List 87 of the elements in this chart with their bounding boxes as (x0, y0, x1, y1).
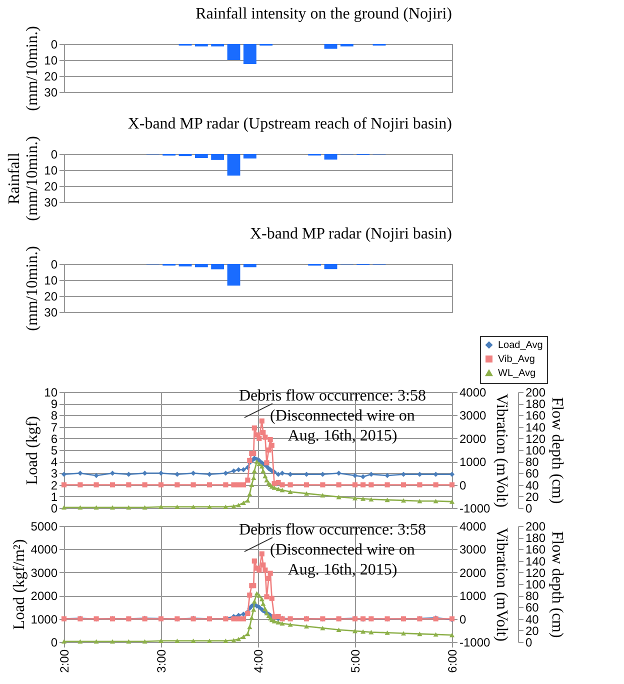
y-tick-label: 0 (50, 38, 58, 52)
y-tick-label: 20 (44, 290, 58, 304)
x-tick-label: 6:00 (446, 649, 460, 673)
y-axis-title: (mm/10min.) (24, 246, 42, 331)
x-tick-label: 4:00 (252, 649, 266, 673)
y2-tick-label: 0 (460, 478, 466, 492)
y3-tick-label: 0 (526, 636, 532, 650)
y3-tick-label: 180 (526, 397, 546, 412)
y3-tick-label: 20 (526, 490, 540, 504)
x-tick-label: 5:00 (348, 649, 362, 673)
y-tick-label: 9 (50, 397, 58, 412)
y-tick-label: 8 (50, 408, 58, 423)
y-tick-label: 0 (50, 148, 58, 162)
y-tick-label: 4000 (30, 542, 58, 557)
y3-tick-label: 140 (526, 554, 546, 568)
y3-tick-label: 100 (526, 444, 546, 458)
y2-tick-label: 2000 (460, 566, 487, 580)
y-axis-title: Load (kgf/m²) (10, 539, 28, 630)
y2-axis-title: Vibration (mVolt) (493, 528, 510, 642)
y3-tick-label: 40 (526, 612, 540, 626)
y3-tick-label: 200 (526, 520, 546, 534)
y-tick-label: 0 (50, 502, 58, 516)
y-tick-label: 5 (50, 444, 58, 458)
y-tick-label: 10 (44, 54, 58, 68)
y3-tick-label: 180 (526, 531, 546, 546)
y2-tick-label: -1000 (460, 502, 491, 516)
y3-tick-label: 100 (526, 578, 546, 592)
y3-axis-title: Flow depth (cm) (548, 531, 566, 638)
y3-tick-label: 140 (526, 420, 546, 434)
y3-tick-label: 20 (526, 624, 540, 638)
y-axis-title: Rainfall (mm/10min.) (6, 136, 42, 221)
y-tick-label: 30 (44, 196, 58, 210)
annotation: Debris flow occurrence: 3:58 (238, 522, 426, 539)
y2-tick-label: 1000 (460, 589, 487, 604)
y2-tick-label: 3000 (460, 542, 487, 557)
y3-tick-label: 80 (526, 589, 540, 604)
legend-label: Load_Avg (498, 340, 543, 351)
y2-tick-label: 1000 (460, 455, 487, 470)
y3-axis-title: Flow depth (cm) (548, 397, 566, 504)
y3-tick-label: 60 (526, 466, 540, 481)
y-tick-label: 6 (50, 432, 58, 446)
chart-title: X-band MP radar (Upstream reach of Nojiri basin) (128, 116, 452, 133)
y-tick-label: 10 (44, 164, 58, 178)
y3-tick-label: 80 (526, 455, 540, 470)
y2-tick-label: 4000 (460, 520, 487, 534)
legend-label: Vib_Avg (498, 354, 535, 365)
y2-tick-label: 0 (460, 612, 466, 626)
y-axis-title: (mm/10min.) (24, 26, 42, 111)
y-tick-label: 20 (44, 180, 58, 194)
y-tick-label: 2 (50, 478, 58, 492)
y3-tick-label: 160 (526, 542, 546, 557)
y-tick-label: 2000 (30, 589, 58, 604)
y-tick-label: 4 (50, 455, 58, 470)
y-tick-label: 1 (50, 490, 58, 504)
y-tick-label: 20 (44, 70, 58, 84)
annotation: Debris flow occurrence: 3:58 (238, 388, 426, 405)
x-tick-label: 3:00 (154, 649, 168, 673)
y2-tick-label: -1000 (460, 636, 491, 650)
y-tick-label: 3000 (30, 566, 58, 580)
y3-tick-label: 60 (526, 600, 540, 615)
y3-tick-label: 120 (526, 566, 546, 580)
y-tick-label: 0 (50, 636, 58, 650)
y3-tick-label: 200 (526, 386, 546, 400)
y-tick-label: 3 (50, 466, 58, 481)
y-tick-label: 0 (50, 258, 58, 272)
chart-title: Rainfall intensity on the ground (Nojiri) (196, 6, 452, 23)
y-tick-label: 5000 (30, 520, 58, 534)
y3-tick-label: 0 (526, 502, 532, 516)
y3-tick-label: 160 (526, 408, 546, 423)
y2-tick-label: 3000 (460, 408, 487, 423)
y-tick-label: 30 (44, 86, 58, 100)
y-tick-label: 30 (44, 306, 58, 320)
y2-tick-label: 2000 (460, 432, 487, 446)
y2-axis-title: Vibration (mVolt) (493, 394, 510, 508)
y-axis-title: Load (kgf) (24, 416, 42, 485)
y2-tick-label: 4000 (460, 386, 487, 400)
y3-tick-label: 40 (526, 478, 540, 492)
annotation: (Disconnected wire on Aug. 16th, 2015) (270, 542, 415, 579)
annotation: (Disconnected wire on Aug. 16th, 2015) (270, 408, 415, 445)
x-tick-label: 2:00 (58, 649, 72, 673)
chart-title: X-band MP radar (Nojiri basin) (250, 226, 452, 243)
legend-label: WL_Avg (498, 368, 536, 379)
y-tick-label: 10 (44, 274, 58, 288)
y-tick-label: 1000 (30, 612, 58, 626)
y-tick-label: 7 (50, 420, 58, 434)
y-tick-label: 10 (44, 386, 58, 400)
y3-tick-label: 120 (526, 432, 546, 446)
